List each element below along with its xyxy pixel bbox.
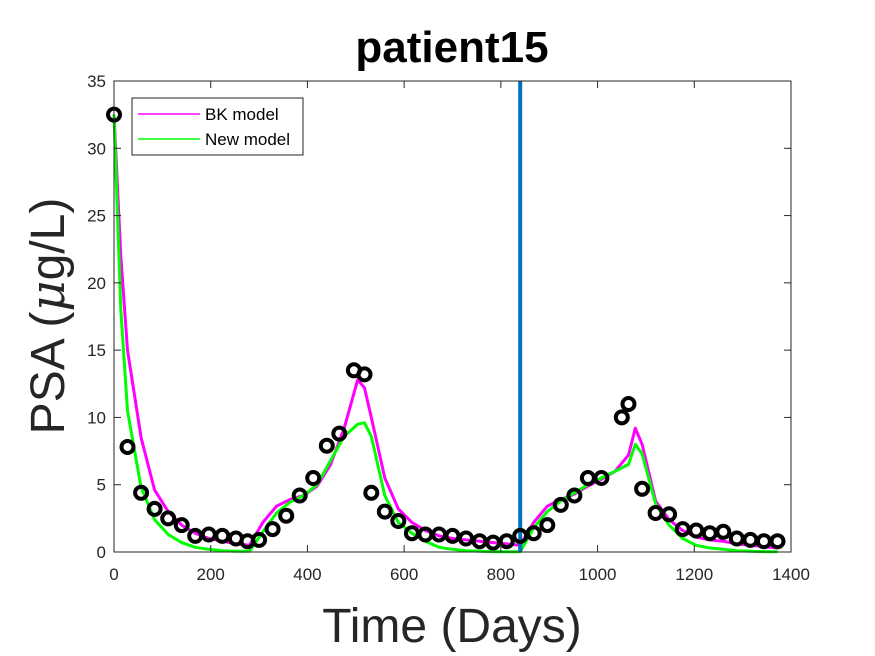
- observed-point: [331, 425, 348, 442]
- observed-point: [264, 521, 281, 538]
- y-tick-label: 20: [87, 274, 106, 293]
- y-axis-label-suffix: g/L): [22, 198, 75, 281]
- observed-point: [613, 409, 630, 426]
- observed-point: [634, 480, 651, 497]
- x-tick-label: 1200: [675, 565, 713, 584]
- y-tick-label: 5: [97, 476, 106, 495]
- observed-points-layer: [106, 106, 786, 551]
- observed-point: [552, 496, 569, 513]
- observed-point: [146, 500, 163, 517]
- observed-point: [305, 470, 322, 486]
- x-axis-label: Time (Days): [322, 600, 582, 653]
- observed-point: [214, 527, 231, 544]
- observed-point: [173, 517, 190, 534]
- y-axis-label: PSA (μg/L): [20, 198, 76, 435]
- y-tick-label: 25: [87, 207, 106, 226]
- observed-point: [458, 530, 474, 547]
- x-tick-label: 600: [390, 565, 418, 584]
- observed-point: [539, 517, 556, 534]
- x-tick-label: 800: [487, 565, 515, 584]
- plot-area: [114, 81, 791, 552]
- observed-point: [278, 507, 295, 524]
- ticks-layer: 0 200 400 600 800 1000 1200 1400 0 5 10 15 20 25 30 35: [87, 72, 810, 584]
- observed-point: [376, 503, 393, 520]
- observed-point: [620, 396, 637, 412]
- observed-point: [769, 533, 786, 550]
- observed-point: [566, 487, 583, 504]
- y-tick-label: 0: [97, 543, 106, 562]
- observed-point: [318, 437, 335, 454]
- observed-point: [363, 484, 380, 501]
- legend: BK model New model: [131, 97, 304, 156]
- x-tick-label: 200: [197, 565, 225, 584]
- y-tick-label: 15: [87, 341, 106, 360]
- observed-point: [593, 470, 610, 486]
- y-axis-label-prefix: PSA (: [22, 312, 75, 435]
- observed-point: [525, 525, 542, 542]
- x-tick-label: 1400: [772, 565, 810, 584]
- legend-box: [131, 97, 304, 156]
- observed-point: [688, 522, 705, 539]
- observed-point: [291, 487, 308, 504]
- chart-title: patient15: [355, 23, 548, 72]
- observed-point: [356, 366, 373, 383]
- observed-point: [498, 533, 515, 550]
- y-tick-label: 30: [87, 139, 106, 158]
- observed-point: [133, 484, 150, 501]
- axes-box: [113, 80, 792, 553]
- legend-label-bk-model: BK model: [205, 105, 279, 124]
- y-axis-label-mu: μ: [20, 280, 76, 311]
- x-tick-label: 0: [109, 565, 118, 584]
- observed-point: [715, 523, 732, 540]
- observed-point: [661, 506, 678, 523]
- observed-point: [119, 439, 136, 455]
- observed-point: [390, 513, 407, 529]
- x-tick-label: 400: [293, 565, 321, 584]
- observed-point: [251, 531, 268, 548]
- legend-label-new-model: New model: [205, 130, 290, 149]
- observed-point: [160, 510, 177, 527]
- y-tick-label: 35: [87, 72, 106, 91]
- x-tick-label: 1000: [579, 565, 617, 584]
- y-tick-label: 10: [87, 408, 106, 427]
